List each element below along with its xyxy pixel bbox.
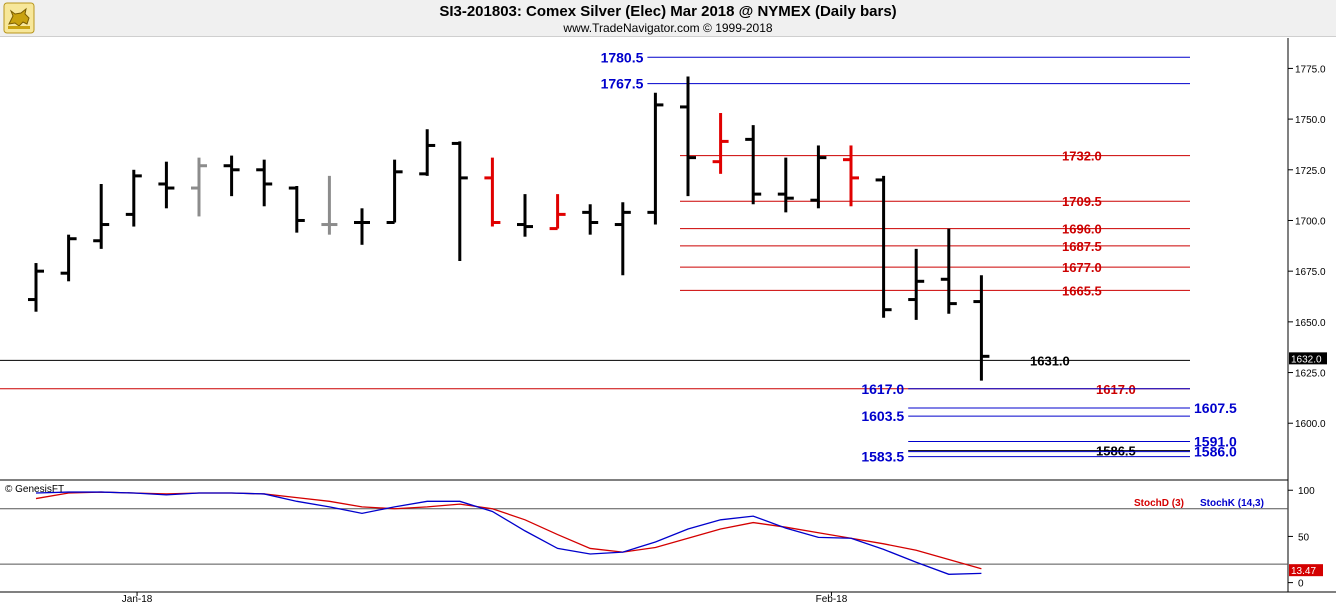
level-label: 1732.0	[1062, 149, 1102, 164]
y-tick-label: 1725.0	[1295, 166, 1326, 177]
level-label: 1586.0	[1194, 444, 1237, 460]
y-tick-label: 1625.0	[1295, 369, 1326, 380]
osc-last-value-label: 13.47	[1291, 566, 1316, 577]
level-label: 1617.0	[861, 381, 904, 397]
level-label: 1780.5	[601, 49, 644, 65]
last-price-label: 1632.0	[1291, 354, 1322, 365]
osc-y-tick-label: 100	[1298, 486, 1315, 497]
copyright-text: www.TradeNavigator.com © 1999-2018	[563, 21, 773, 35]
level-label: 1687.5	[1062, 239, 1102, 254]
x-tick-label: Feb-18	[816, 594, 848, 605]
level-label: 1607.5	[1194, 400, 1237, 416]
y-tick-label: 1775.0	[1295, 64, 1326, 75]
level-label: 1709.5	[1062, 194, 1102, 209]
level-label: 1603.5	[861, 408, 904, 424]
last-price-marker	[1289, 352, 1327, 365]
osc-y-tick-label: 50	[1298, 532, 1310, 543]
level-label: 1631.0	[1030, 353, 1070, 368]
x-tick-label: Jan-18	[122, 594, 153, 605]
level-label: 1665.5	[1062, 283, 1102, 298]
stoch-k-legend: StochK (14,3)	[1200, 498, 1264, 509]
genesis-source-label: © GenesisFT	[5, 484, 64, 495]
stoch-k-line	[35, 491, 982, 575]
y-tick-label: 1700.0	[1295, 216, 1326, 227]
level-label: 1767.5	[601, 76, 644, 92]
stoch-d-legend: StochD (3)	[1134, 498, 1184, 509]
y-tick-label: 1600.0	[1295, 419, 1326, 430]
stoch-d-line	[35, 491, 982, 570]
chart-header: SI3-201803: Comex Silver (Elec) Mar 2018…	[0, 0, 1336, 37]
y-tick-label: 1675.0	[1295, 267, 1326, 278]
osc-last-value-marker	[1289, 564, 1323, 577]
chart-title: SI3-201803: Comex Silver (Elec) Mar 2018…	[439, 3, 897, 20]
level-label: 1696.0	[1062, 222, 1102, 237]
level-label: 1591.0	[1194, 433, 1237, 449]
osc-y-tick-label: 0	[1298, 579, 1304, 590]
bull-logo-icon	[3, 2, 35, 34]
level-label: 1583.5	[861, 449, 904, 465]
level-label: 1677.0	[1062, 260, 1102, 275]
y-tick-label: 1750.0	[1295, 115, 1326, 126]
level-label: 1586.5	[1096, 444, 1136, 459]
y-tick-label: 1650.0	[1295, 318, 1326, 329]
